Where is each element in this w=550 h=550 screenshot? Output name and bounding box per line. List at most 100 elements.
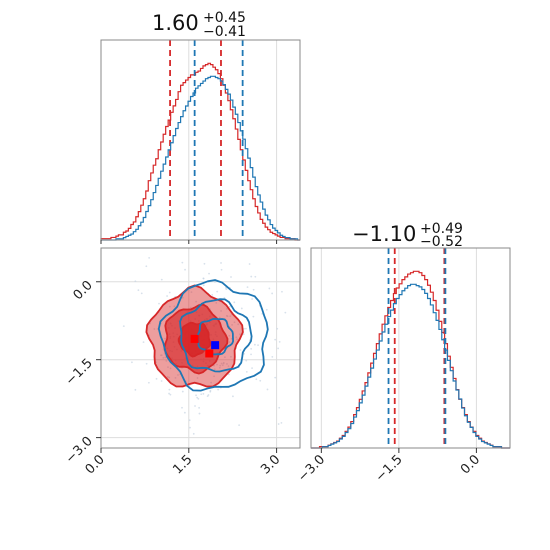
title-2-plus: +0.49 [420,221,463,237]
sample-point [251,367,253,370]
sample-point [250,275,253,278]
sample-point [213,375,215,378]
contour-2d-panel [100,247,301,449]
sample-point [284,311,287,314]
sample-point [226,307,228,310]
sample-point [213,364,216,367]
sample-point [168,388,171,391]
sample-point [217,388,220,391]
sample-point [213,368,216,371]
x-tick-label: 3.0 [258,452,283,477]
contour-line [179,298,253,373]
sample-point [196,396,199,399]
sample-point [195,300,198,303]
histogram-series-1 [311,270,510,449]
sample-point [187,289,190,292]
sample-point [230,355,232,358]
sample-point [271,355,274,358]
panel-hist2-frame [310,247,511,449]
sample-point [246,286,249,289]
y-tick-label: 0.0 [71,278,96,303]
sample-point [203,262,206,265]
sample-point [252,288,255,291]
sample-point [245,327,247,330]
sample-point [210,381,213,384]
x-tick-label: −1.5 [373,452,406,485]
sample-point [218,366,221,369]
sample-point [278,406,281,409]
sample-point [209,390,212,393]
x-tick-label: −3.0 [295,452,328,485]
sample-point [211,294,214,296]
sample-point [184,268,186,271]
sample-point [188,384,191,387]
sample-point [250,353,252,356]
sample-point [233,301,236,304]
title-2-main: −1.10 [352,222,416,246]
sample-point [202,392,205,395]
sample-point [230,276,232,278]
sample-point [224,356,226,359]
sample-point [122,325,125,328]
sample-point [245,370,248,373]
title-1-minus: −0.41 [203,24,246,40]
sample-point [227,373,230,376]
sample-point [236,338,238,341]
title-param-2: −1.10 +0.49 −0.52 [352,221,463,250]
sample-point [219,364,222,367]
sample-point [220,262,222,264]
sample-point [228,341,231,343]
sample-point [218,316,221,319]
sample-point [245,359,248,362]
sample-point [223,297,226,299]
sample-point [208,272,210,275]
x-tick-label: 0.0 [458,452,483,477]
sample-point [148,256,151,259]
contour-line [177,321,212,358]
sample-point [226,315,229,318]
histogram-series-2 [101,75,300,241]
sample-point [243,352,245,355]
sample-point [131,361,133,364]
sample-point [239,333,241,336]
sample-point [215,301,218,304]
sample-point [190,291,193,294]
title-1-main: 1.60 [152,11,199,35]
sample-point [274,376,277,379]
sample-point [248,263,251,265]
sample-point [243,327,246,330]
sample-point [168,376,171,379]
sample-point [277,423,280,425]
panel-2d-frame [100,247,301,449]
histogram-series-1 [100,62,300,241]
sample-point [228,334,231,337]
sample-point [195,394,197,397]
sample-point [134,280,137,283]
sample-point [281,290,283,293]
sample-point [196,377,199,379]
y-axis-ticks: 0.0−1.5−3.0 [63,278,101,467]
sample-point [177,374,179,376]
sample-point [252,315,255,318]
sample-point [220,268,223,271]
sample-point [259,379,262,382]
sample-point [221,364,224,367]
sample-point [183,411,186,414]
sample-point [228,305,231,308]
sample-point [250,347,253,350]
sample-point [251,298,253,300]
sample-point [280,422,283,424]
sample-point [255,378,258,381]
sample-point [233,321,236,324]
sample-point [166,295,168,297]
sample-point [140,292,143,295]
sample-point [153,328,156,330]
sample-point [145,265,148,268]
title-1-plus: +0.45 [203,10,246,26]
sample-point [145,362,148,365]
histogram-series-2 [311,283,510,449]
sample-point [174,377,177,379]
sample-point [277,347,280,350]
sample-point [235,336,238,339]
